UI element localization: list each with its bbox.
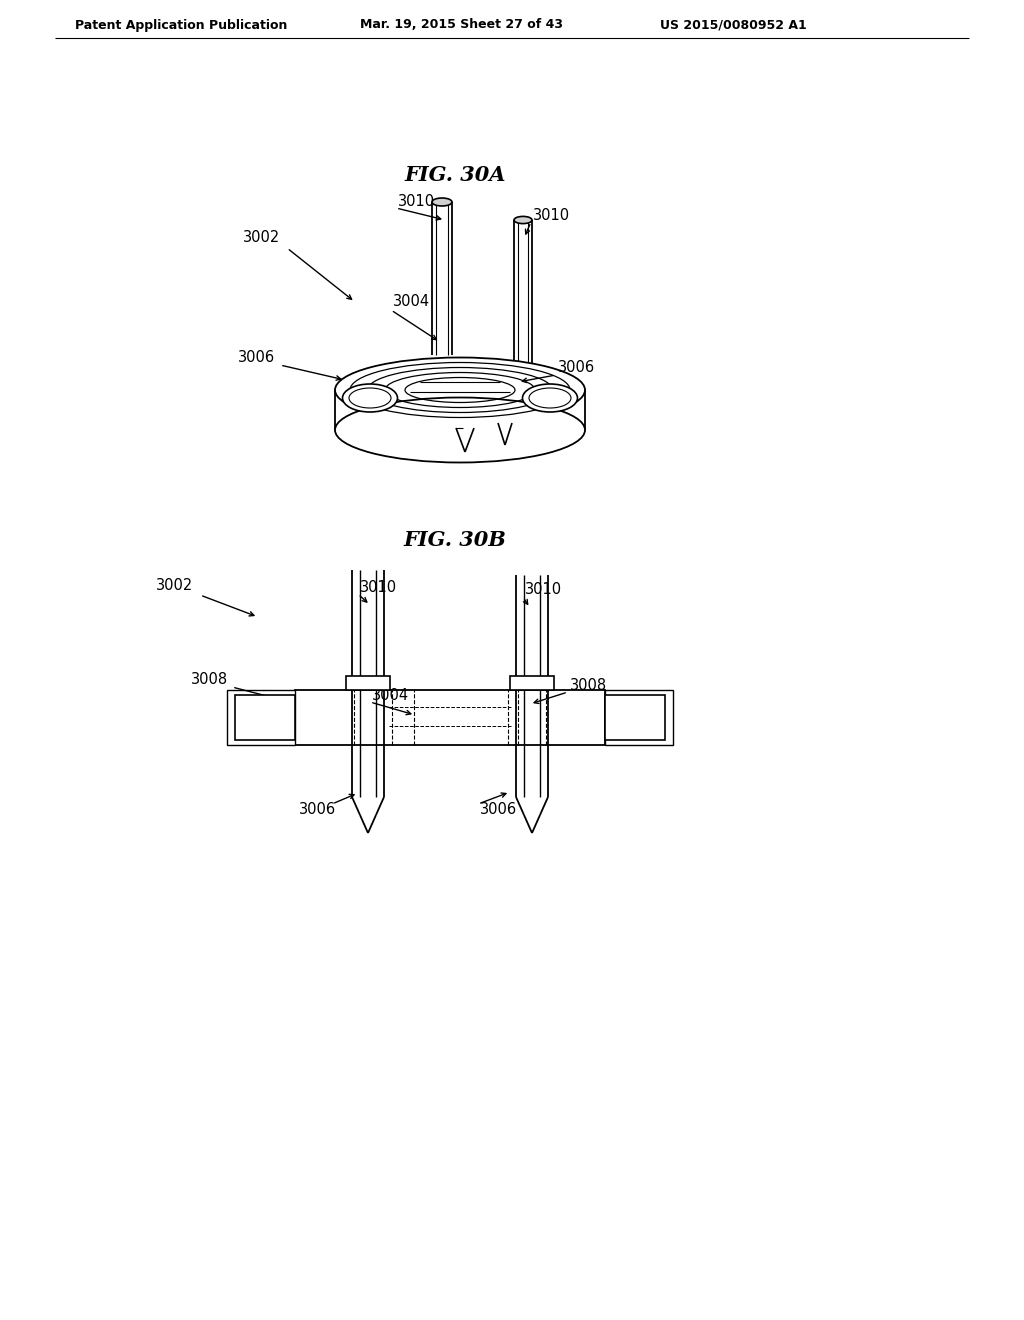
Text: US 2015/0080952 A1: US 2015/0080952 A1 <box>660 18 807 32</box>
Text: 3006: 3006 <box>480 803 517 817</box>
Text: 3006: 3006 <box>238 351 275 366</box>
Text: 3002: 3002 <box>244 231 281 246</box>
Text: Patent Application Publication: Patent Application Publication <box>75 18 288 32</box>
Text: 3006: 3006 <box>299 803 337 817</box>
Bar <box>605 696 665 741</box>
Ellipse shape <box>335 397 585 462</box>
Bar <box>346 676 390 690</box>
Text: 3010: 3010 <box>525 582 562 598</box>
Text: Mar. 19, 2015 Sheet 27 of 43: Mar. 19, 2015 Sheet 27 of 43 <box>360 18 563 32</box>
Ellipse shape <box>342 384 397 412</box>
Text: 3010: 3010 <box>398 194 435 210</box>
Text: 3004: 3004 <box>393 294 430 309</box>
Bar <box>295 690 605 744</box>
Text: 3010: 3010 <box>360 581 397 595</box>
Text: 3010: 3010 <box>534 207 570 223</box>
Text: FIG. 30A: FIG. 30A <box>404 165 506 185</box>
Text: FIG. 30B: FIG. 30B <box>403 531 507 550</box>
Ellipse shape <box>522 384 578 412</box>
Ellipse shape <box>514 216 532 223</box>
Bar <box>227 690 295 744</box>
Text: 3004: 3004 <box>372 688 410 702</box>
Text: 3002: 3002 <box>157 578 194 593</box>
Text: 3008: 3008 <box>570 677 607 693</box>
Bar <box>605 690 673 744</box>
Ellipse shape <box>432 198 452 206</box>
Text: 3006: 3006 <box>558 360 595 375</box>
Bar <box>234 696 295 741</box>
Bar <box>510 676 554 690</box>
Text: 3008: 3008 <box>190 672 228 688</box>
Ellipse shape <box>335 358 585 422</box>
